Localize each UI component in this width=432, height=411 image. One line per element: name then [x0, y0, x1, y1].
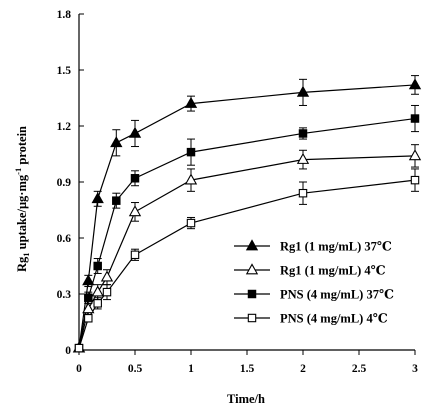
data-point	[184, 173, 198, 185]
y-tick-label: 0.9	[57, 177, 72, 189]
x-tick-label: 1	[188, 363, 194, 375]
legend-item: Rg1 (1 mg/mL) 4℃	[234, 263, 386, 278]
data-point	[128, 126, 142, 138]
data-point	[410, 114, 420, 123]
data-point	[91, 192, 104, 204]
legend-item: PNS (4 mg/mL) 37℃	[234, 288, 394, 302]
legend-label: PNS (4 mg/mL) 37℃	[280, 288, 394, 302]
data-point	[110, 136, 123, 148]
series-lines	[78, 84, 416, 349]
legend-label: Rg1 (1 mg/mL) 37℃	[280, 240, 392, 254]
data-point	[296, 85, 310, 97]
series-markers	[72, 78, 422, 353]
legend-swatch-marker	[247, 313, 257, 323]
legend-swatch-marker	[245, 263, 259, 275]
y-axis-title: Rg1 uptake/μg·mg-1 protein	[13, 126, 31, 272]
series-line	[78, 117, 416, 349]
data-point	[128, 205, 142, 217]
data-point	[410, 175, 420, 185]
y-tick-label: 1.5	[57, 65, 72, 77]
y-tick-label: 1.2	[57, 121, 72, 133]
y-tick-label: 1.8	[57, 9, 72, 21]
data-point	[84, 314, 93, 323]
data-point	[186, 218, 196, 228]
x-tick-label: 2	[300, 363, 306, 375]
error-bars	[75, 75, 419, 351]
data-point	[102, 287, 112, 297]
data-point	[84, 293, 93, 302]
y-tick-label: 0.6	[57, 233, 72, 245]
data-point	[93, 299, 102, 308]
axes: 0 0.3 0.6 0.9 1.2 1.5 1.8 0 0.5 1 1.5 2 2.5 3	[57, 9, 419, 375]
legend: Rg1 (1 mg/mL) 37℃ Rg1 (1 mg/mL) 4℃ PNS (4 …	[234, 239, 394, 326]
x-tick-label: 0.5	[128, 363, 143, 375]
data-point	[408, 78, 422, 90]
data-point	[82, 274, 95, 286]
y-axis-title-subscript: 1	[21, 252, 31, 256]
legend-item: Rg1 (1 mg/mL) 37℃	[234, 239, 392, 254]
data-point	[408, 149, 422, 161]
data-point	[298, 129, 308, 138]
data-point	[74, 343, 84, 353]
data-point	[184, 96, 198, 108]
y-axis-title-main: Rg	[15, 256, 29, 272]
x-axis-title: Time/h	[227, 392, 265, 406]
x-tick-label: 1.5	[240, 363, 255, 375]
data-point	[296, 152, 310, 164]
x-tick-label: 2.5	[352, 363, 367, 375]
y-axis-title-end: protein	[15, 126, 29, 168]
data-point	[100, 270, 114, 282]
y-tick-label: 0	[65, 345, 71, 357]
y-axis-title-mid: uptake/μg·mg	[15, 174, 29, 252]
legend-label: PNS (4 mg/mL) 4℃	[280, 312, 388, 326]
data-point	[186, 147, 196, 157]
y-tick-label: 0.3	[57, 289, 72, 301]
y-axis-title-superscript: -1	[13, 168, 23, 175]
data-point	[130, 250, 140, 260]
data-point	[91, 285, 104, 297]
x-tick-label: 0	[76, 363, 82, 375]
x-tick-label: 3	[412, 363, 418, 375]
data-point	[112, 196, 121, 205]
legend-item: PNS (4 mg/mL) 4℃	[234, 312, 388, 326]
legend-label: Rg1 (1 mg/mL) 4℃	[280, 264, 386, 278]
data-point	[130, 174, 140, 183]
data-point	[82, 302, 95, 314]
series-line	[78, 84, 416, 349]
legend-swatch-marker	[247, 289, 257, 299]
data-point	[298, 188, 308, 198]
legend-swatch-marker	[245, 239, 259, 251]
data-point	[93, 261, 102, 271]
